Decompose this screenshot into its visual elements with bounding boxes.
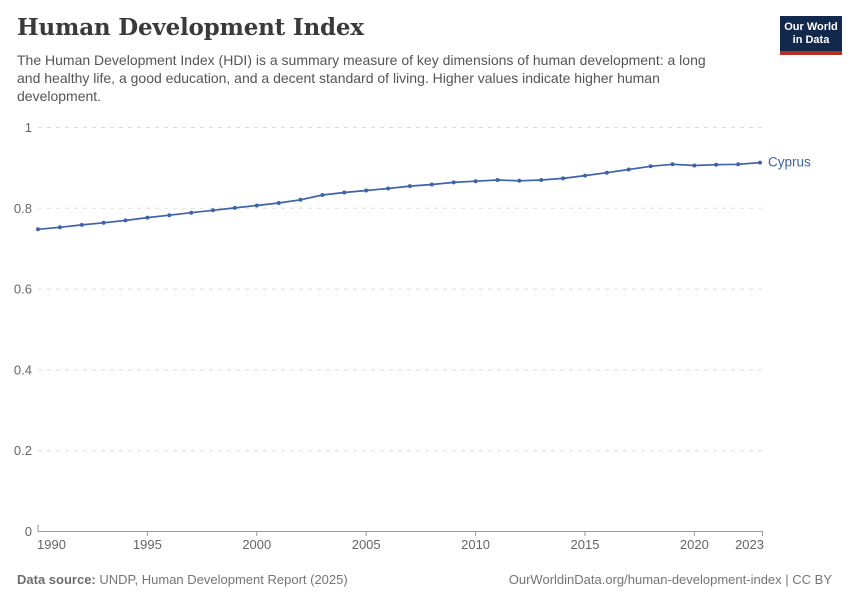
data-point <box>232 205 237 210</box>
data-source-label: Data source: <box>17 572 96 587</box>
subtitle-line: development. <box>17 88 102 104</box>
hdi-line <box>37 161 761 231</box>
data-point <box>736 162 741 167</box>
data-point <box>648 164 653 169</box>
hdi-line-chart: 0 0.2 0.4 0.6 0.8 1 1990 1995 2000 2005 2010 2015 20… <box>14 120 811 552</box>
page-title: Human Development Index <box>17 14 364 41</box>
data-point <box>211 208 215 213</box>
chart-footer: Data source: UNDP, Human Development Rep… <box>17 572 832 587</box>
entity-label: Cyprus <box>768 155 811 170</box>
x-tick-label: 1995 <box>133 537 162 552</box>
owid-logo-line1: Our World <box>784 21 838 33</box>
data-point <box>473 179 478 184</box>
data-point <box>429 182 434 187</box>
data-point <box>626 167 631 172</box>
data-point <box>670 162 675 167</box>
data-point <box>145 215 150 220</box>
x-axis-line <box>37 524 763 536</box>
x-tick-label: 2005 <box>352 537 381 552</box>
attribution-link[interactable]: OurWorldinData.org/human-development-ind… <box>508 572 832 587</box>
data-point <box>714 162 719 167</box>
data-point <box>342 190 347 195</box>
data-point <box>298 197 303 202</box>
data-point <box>167 213 172 218</box>
data-point <box>517 178 522 183</box>
subtitle-line: and healthy life, a good education, and … <box>17 70 660 86</box>
data-point <box>123 218 128 223</box>
subtitle-line: The Human Development Index (HDI) is a s… <box>17 52 706 68</box>
data-point <box>539 178 544 182</box>
data-point <box>254 203 259 208</box>
data-point <box>604 170 609 175</box>
data-point <box>692 163 697 168</box>
data-point <box>364 188 369 193</box>
data-point <box>495 178 500 182</box>
y-tick-label: 0.6 <box>14 282 32 297</box>
x-tick-label: 2010 <box>461 537 490 552</box>
data-point <box>583 173 587 178</box>
data-point <box>101 220 106 225</box>
x-tick-label: 1990 <box>37 537 66 552</box>
x-tick-label: 2015 <box>571 537 600 552</box>
data-point <box>561 176 566 181</box>
owid-logo: Our World in Data <box>780 16 842 55</box>
data-source: Data source: UNDP, Human Development Rep… <box>17 572 348 587</box>
y-tick-label: 0 <box>25 524 32 539</box>
data-source-text: UNDP, Human Development Report (2025) <box>99 572 348 587</box>
y-tick-label: 0.2 <box>14 443 32 458</box>
x-tick-label: 2000 <box>242 537 271 552</box>
data-point <box>407 184 412 189</box>
owid-logo-line2: in Data <box>792 34 830 46</box>
x-tick-label: 2023 <box>735 537 764 552</box>
data-point <box>276 201 281 205</box>
data-point <box>320 193 325 197</box>
x-tick-label: 2020 <box>680 537 709 552</box>
y-tick-label: 1 <box>25 120 32 135</box>
data-point <box>79 222 84 227</box>
y-tick-label: 0.8 <box>14 201 32 216</box>
chart-subtitle: The Human Development Index (HDI) is a s… <box>17 51 706 105</box>
data-point <box>386 186 391 191</box>
y-tick-label: 0.4 <box>14 362 32 377</box>
data-point <box>36 227 40 232</box>
data-point <box>758 160 762 165</box>
data-point <box>189 210 194 215</box>
data-point <box>57 225 62 230</box>
data-point <box>451 180 456 185</box>
